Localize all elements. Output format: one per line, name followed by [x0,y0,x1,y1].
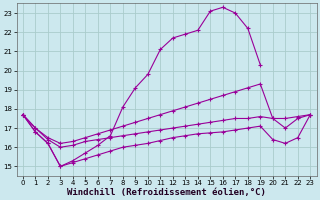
X-axis label: Windchill (Refroidissement éolien,°C): Windchill (Refroidissement éolien,°C) [67,188,266,197]
